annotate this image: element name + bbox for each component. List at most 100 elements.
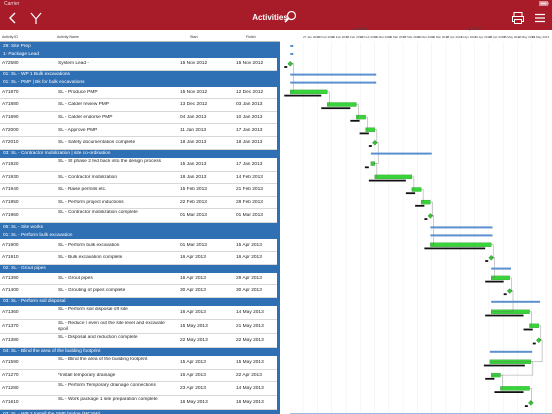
activity-name: SL - Contractor mobilization complete	[58, 210, 138, 216]
baseline-bar	[483, 364, 525, 367]
activity-bar[interactable]	[430, 242, 492, 247]
gantt-chart[interactable]	[281, 42, 552, 414]
activity-id: A71880	[2, 102, 19, 108]
activity-name: SL - Perform bulk excavation	[58, 242, 120, 248]
activity-id: A71900	[2, 242, 19, 248]
activity-name: SL - Disposal and reduction complete	[58, 334, 138, 340]
timescale-week: 17 Feb 2013	[345, 35, 363, 39]
activity-row[interactable]: A72580 System Lead - 15 Nov 2012 15 Nov 201…	[0, 58, 277, 71]
milestone-marker[interactable]	[372, 140, 378, 146]
activity-start: 01 Mar 2013	[180, 242, 207, 248]
wbs-group-row[interactable]: 03: SL - Perform soil disposal	[0, 297, 277, 306]
wbs-group-row[interactable]: 03: SL - Contractor mobilization | site …	[0, 149, 277, 158]
table-scrollbar[interactable]	[277, 42, 280, 414]
zoom-icon[interactable]	[283, 10, 297, 24]
activity-row[interactable]: A71400 SL - Grouting of pipes complete 30 …	[0, 285, 277, 298]
summary-bar[interactable]	[430, 234, 493, 237]
wbs-group-row[interactable]: 01: SL - PMP | Bk for bulk excavations	[0, 78, 277, 87]
activity-start: 15 Apr 2013	[180, 359, 206, 365]
summary-bar[interactable]	[491, 267, 512, 270]
print-icon[interactable]	[511, 11, 525, 25]
activity-row[interactable]: A71360 SL - Perform soil disposal off sit…	[0, 306, 277, 320]
activity-row[interactable]: A71380 SL - Disposal and reduction comple…	[0, 334, 277, 348]
page-title: Activities	[252, 13, 288, 22]
baseline-bar	[405, 192, 416, 195]
activity-row[interactable]: A71270 *Install temporary drainage 16 Apr …	[0, 370, 277, 383]
relationship-line	[374, 163, 378, 178]
baseline-bar	[523, 328, 533, 331]
activity-row[interactable]: A71870 SL - Produce PMP 15 Nov 2012 12 Dec …	[0, 87, 277, 100]
activity-bar[interactable]	[290, 89, 328, 95]
activity-bar[interactable]	[327, 102, 357, 107]
wbs-group-row[interactable]: 01: SL - WP 1 Bulk excavations	[0, 70, 277, 79]
column-header-id[interactable]: Activity ID	[2, 35, 18, 39]
relationship-line	[327, 91, 330, 105]
activity-row[interactable]: A72000 SL - Approve PMP 11 Jan 2013 17 Jan …	[0, 124, 277, 137]
relationship-line	[430, 215, 434, 245]
activity-table: 29: Site Prep 1: Package Lead A72580 System…	[0, 42, 280, 414]
activity-row[interactable]: A71960 SL - Contractor mobilization compl…	[0, 209, 277, 224]
summary-bar[interactable]	[430, 226, 493, 229]
milestone-marker[interactable]	[488, 255, 494, 261]
activity-row[interactable]: A71370 SL - Reduce / even out the site le…	[0, 320, 277, 334]
summary-bar[interactable]	[290, 81, 377, 84]
activity-row[interactable]: A71890 SL - Calder endorse PMP 04 Jan 2013…	[0, 112, 277, 125]
activity-row[interactable]: A71280 SL - Perform Temporary drainage co…	[0, 382, 277, 397]
wbs-group-row[interactable]: 02: SL - Grout pipes	[0, 264, 277, 273]
milestone-marker[interactable]	[506, 288, 513, 294]
activity-row[interactable]: A71900 SL - Perform bulk excavation 01 Mar…	[0, 239, 277, 252]
wbs-group-row[interactable]: 03: SL - WP 2 Install the SMF bridge (MC…	[0, 410, 277, 414]
milestone-marker[interactable]	[528, 400, 534, 406]
wbs-group-row[interactable]: 29: Site Prep	[0, 42, 277, 50]
summary-bar[interactable]	[491, 300, 541, 303]
activity-row[interactable]: A71880 SL - Calder review PMP 13 Dec 2012 0…	[0, 99, 277, 112]
activity-id: A71390	[2, 275, 19, 281]
relationship-line	[356, 104, 359, 118]
activity-row[interactable]: A71390 SL - Grout pipes 16 Apr 2013 29 Apr …	[0, 273, 277, 286]
summary-bar[interactable]	[290, 53, 294, 55]
activity-row[interactable]: A72010 SL - Safety documentation complete…	[0, 137, 277, 150]
activity-bar[interactable]	[374, 174, 413, 180]
summary-bar[interactable]	[290, 73, 377, 76]
activity-row[interactable]: A71590 SL - Blind the area of the buildin…	[0, 356, 277, 370]
timescale-week: 14 Apr 2013	[460, 35, 477, 39]
milestone-marker[interactable]	[535, 337, 542, 344]
activity-id: A71270	[2, 373, 19, 379]
activity-name: SL - Calder endorse PMP	[58, 115, 113, 121]
carrier-label: Carrier	[4, 1, 20, 7]
activity-row[interactable]: A71930 SL - Contractor mobilization 18 Jan…	[0, 172, 277, 185]
column-header-start[interactable]: Start	[190, 35, 198, 39]
summary-bar[interactable]	[489, 350, 533, 353]
wbs-group-label: 1: Package Lead	[3, 51, 40, 57]
activity-row[interactable]: A71920 SL - St phase 2 fed back into the …	[0, 158, 277, 172]
wbs-group-label: 03: SL - Contractor mobilization | site …	[3, 151, 111, 157]
wbs-group-row[interactable]: 04: SL - Blind the area of the building …	[0, 347, 277, 356]
milestone-marker[interactable]	[427, 213, 434, 219]
wbs-group-row[interactable]: 01: SL - Perform bulk excavation	[0, 231, 277, 240]
filter-icon[interactable]	[29, 11, 43, 25]
activity-name: SL - Grouting of pipes complete	[58, 288, 126, 294]
activity-finish: 22 May 2013	[236, 337, 264, 343]
milestone-marker[interactable]	[287, 61, 294, 67]
activity-row[interactable]: A71610 SL - Work package 1 site preparati…	[0, 396, 277, 411]
activity-row[interactable]: A71910 SL - Bulk excavation complete 16 Ap…	[0, 252, 277, 265]
activity-start: 18 Jan 2013	[180, 140, 207, 146]
wbs-group-row[interactable]: 1: Package Lead	[0, 50, 277, 58]
activity-bar[interactable]	[500, 386, 530, 391]
activity-id: A71380	[2, 337, 19, 343]
activity-row[interactable]: A71940 SL - Raise permits etc. 15 Feb 2013…	[0, 184, 277, 197]
activity-row[interactable]: A71950 SL - Perform project inductions 22 …	[0, 197, 277, 210]
wbs-group-row[interactable]: 05: SL - Site works	[0, 223, 277, 232]
activity-id: A71960	[2, 213, 19, 219]
wbs-group-label: 04: SL - Blind the area of the building …	[3, 349, 101, 355]
activity-start: 16 May 2013	[180, 400, 208, 406]
column-header-finish[interactable]: Finish	[246, 35, 256, 39]
back-icon[interactable]	[6, 11, 20, 25]
wbs-group-label: 03: SL - Perform soil disposal	[3, 299, 66, 305]
relationship-line	[509, 277, 512, 291]
summary-bar[interactable]	[370, 152, 432, 155]
column-header-name[interactable]: Activity Name	[57, 35, 79, 39]
activity-start: 04 Jan 2013	[180, 115, 207, 121]
summary-bar[interactable]	[290, 45, 294, 47]
menu-icon[interactable]	[533, 11, 547, 25]
